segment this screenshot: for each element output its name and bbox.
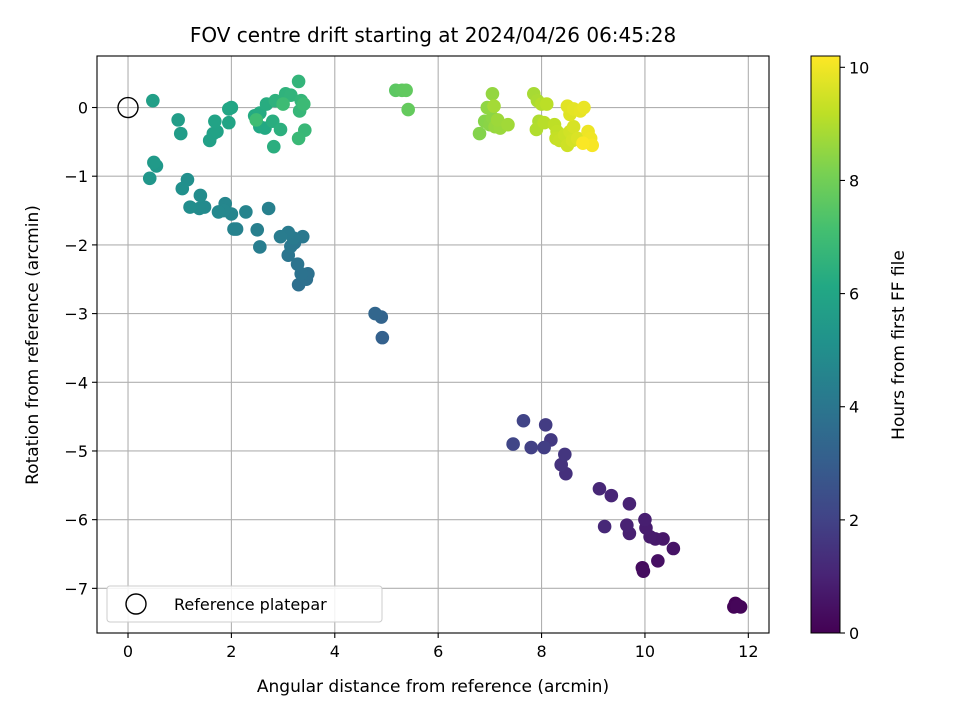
- scatter-point: [620, 518, 634, 532]
- scatter-point: [266, 139, 281, 154]
- colorbar: 0 2 4 6 8 10 Hours from first FF file: [810, 55, 909, 643]
- scatter-point: [597, 519, 612, 534]
- scatter-point: [730, 599, 744, 614]
- y-tick-label: −6: [64, 511, 88, 530]
- scatter-point: [537, 115, 551, 130]
- y-tick-label: −1: [64, 167, 88, 186]
- scatter-point: [524, 440, 539, 455]
- scatter-point: [538, 418, 553, 432]
- y-tick-label: −4: [64, 373, 88, 392]
- y-tick-label: −5: [64, 442, 88, 461]
- scatter-point: [173, 126, 188, 141]
- legend-entry-label: Reference platepar: [174, 595, 327, 614]
- colorbar-tick-label: 6: [849, 285, 859, 304]
- scatter-point: [638, 512, 652, 527]
- y-tick-label: 0: [78, 99, 88, 118]
- scatter-point: [193, 188, 208, 203]
- scatter-point: [539, 97, 554, 111]
- scatter-point: [291, 74, 306, 89]
- scatter-point: [604, 488, 619, 503]
- scatter-point: [576, 136, 590, 151]
- legend: Reference platepar: [106, 585, 383, 623]
- chart-title: FOV centre drift starting at 2024/04/26 …: [190, 23, 676, 47]
- legend-box: [106, 585, 383, 623]
- y-tick-label: −7: [64, 579, 88, 598]
- scatter-point: [490, 113, 505, 127]
- legend-marker-open-circle: [125, 593, 147, 615]
- scatter-point: [222, 102, 236, 116]
- scatter-point: [651, 554, 665, 568]
- scatter-point: [261, 201, 276, 216]
- scatter-points: [142, 74, 748, 614]
- scatter-point: [291, 131, 306, 146]
- scatter-point: [399, 83, 413, 98]
- scatter-point: [273, 229, 288, 244]
- x-tick-label: 6: [433, 642, 443, 661]
- scatter-point: [636, 564, 651, 578]
- scatter-point: [142, 171, 157, 186]
- scatter-point: [501, 117, 515, 132]
- scatter-point: [566, 119, 581, 134]
- scatter-point: [537, 440, 551, 455]
- scatter-point: [296, 97, 311, 111]
- x-tick-label: 10: [635, 642, 655, 661]
- scatter-point: [506, 437, 520, 451]
- plot-frame: [96, 55, 770, 634]
- scatter-point: [273, 122, 288, 137]
- scatter-point: [249, 113, 264, 127]
- scatter-point: [622, 497, 637, 511]
- colorbar-gradient: [810, 55, 841, 634]
- colorbar-tick-label: 4: [849, 398, 859, 417]
- scatter-point: [375, 330, 390, 345]
- scatter-point: [487, 99, 501, 113]
- scatter-point: [558, 447, 572, 462]
- x-axis-label: Angular distance from reference (arcmin): [257, 677, 609, 697]
- colorbar-tick-label: 8: [849, 171, 859, 190]
- scatter-point: [368, 306, 382, 321]
- y-tick-label: −2: [64, 236, 88, 255]
- scatter-point: [666, 541, 681, 556]
- axis-ticks: 0 2 4 6 8 10 12 0 −1 −2 −3 −4 −5 −6 −7: [64, 99, 758, 661]
- scatter-point: [175, 181, 190, 196]
- scatter-point: [227, 222, 241, 236]
- scatter-point: [253, 240, 267, 254]
- scatter-point: [147, 155, 161, 170]
- scatter-point: [146, 93, 160, 108]
- x-tick-label: 12: [738, 642, 758, 661]
- y-axis-label: Rotation from reference (arcmin): [23, 205, 43, 485]
- scatter-point: [516, 413, 531, 428]
- grid: [97, 56, 769, 633]
- scatter-point: [592, 481, 607, 496]
- scatter-point: [208, 114, 222, 129]
- scatter-point: [250, 222, 265, 237]
- scatter-point: [171, 113, 185, 127]
- scatter-point: [577, 100, 591, 115]
- colorbar-tick-label: 0: [849, 624, 859, 643]
- x-tick-label: 8: [536, 642, 546, 661]
- scatter-point: [239, 205, 253, 219]
- colorbar-tick-label: 2: [849, 511, 859, 530]
- reference-platepar-marker: [117, 96, 139, 119]
- scatter-point: [210, 124, 224, 139]
- scatter-point: [554, 457, 568, 472]
- scatter-point: [276, 97, 290, 111]
- scatter-point: [485, 86, 500, 101]
- scatter-point: [222, 115, 236, 130]
- scatter-point: [290, 257, 305, 271]
- colorbar-tick-label: 10: [849, 58, 869, 77]
- scatter-point: [284, 88, 298, 102]
- x-tick-label: 4: [330, 642, 340, 661]
- scatter-point: [401, 102, 415, 117]
- x-tick-label: 0: [123, 642, 133, 661]
- colorbar-ticks: 0 2 4 6 8 10: [840, 58, 869, 643]
- y-tick-label: −3: [64, 305, 88, 324]
- scatter-point: [211, 205, 226, 219]
- colorbar-label: Hours from first FF file: [889, 250, 909, 440]
- x-tick-label: 2: [226, 642, 236, 661]
- scatter-point: [183, 200, 197, 214]
- scatter-point: [472, 126, 487, 141]
